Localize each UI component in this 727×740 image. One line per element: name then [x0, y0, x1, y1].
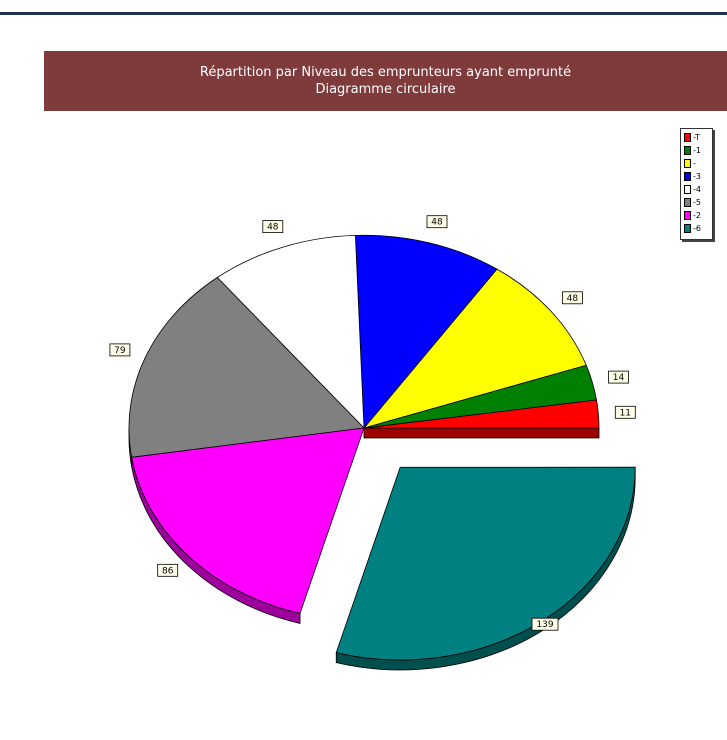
- legend-label: -6: [693, 224, 701, 233]
- legend-swatch: [684, 146, 691, 155]
- legend-swatch: [684, 198, 691, 207]
- chart-title-banner: Répartition par Niveau des emprunteurs a…: [44, 51, 727, 111]
- legend-label: -: [693, 159, 696, 168]
- legend-label: -2: [693, 211, 701, 220]
- legend-label: -T: [693, 133, 701, 142]
- value-label-2: 86: [157, 563, 179, 577]
- value-label-box: [608, 370, 629, 384]
- pie-slice-5: [128, 276, 365, 458]
- value-label-text: 11: [620, 408, 631, 418]
- value-label-text: 139: [536, 620, 553, 630]
- legend-swatch: [684, 172, 691, 181]
- top-rule: [0, 12, 727, 15]
- chart-legend: -T -1 - -3 -4 -5 -2 -6: [680, 128, 713, 240]
- value-label-box: [109, 343, 131, 357]
- slice-side-t: [363, 427, 600, 439]
- legend-label: -4: [693, 185, 701, 194]
- value-label-3: 48: [426, 215, 448, 229]
- legend-item-2: -2: [684, 209, 712, 222]
- pie-slice-2: [131, 427, 365, 614]
- value-label-text: 48: [567, 294, 579, 304]
- value-label-text: 14: [613, 373, 625, 383]
- value-label-6: 139: [531, 617, 559, 631]
- value-label-box: [426, 215, 448, 229]
- value-label-text: 79: [114, 346, 126, 356]
- legend-label: -1: [693, 146, 701, 155]
- chart-title: Répartition par Niveau des emprunteurs a…: [199, 65, 572, 80]
- pie-slice-3: [354, 234, 498, 430]
- legend-swatch: [684, 224, 691, 233]
- chart-subtitle: Diagramme circulaire: [315, 82, 456, 97]
- value-label-box: [531, 617, 559, 631]
- legend-item-4: -4: [684, 183, 712, 196]
- legend-item-5: -5: [684, 196, 712, 209]
- value-label-4: 48: [262, 220, 284, 234]
- value-label-dash: 48: [562, 291, 583, 305]
- value-label-text: 48: [267, 223, 279, 233]
- value-label-t: 11: [614, 405, 636, 419]
- pie-slice-4: [216, 234, 365, 430]
- legend-item-1: -1: [684, 144, 712, 157]
- value-label-1: 14: [608, 370, 629, 384]
- legend-swatch: [684, 159, 691, 168]
- legend-item-3: -3: [684, 170, 712, 183]
- legend-swatch: [684, 133, 691, 142]
- legend-swatch: [684, 185, 691, 194]
- legend-item-6: -6: [684, 222, 712, 235]
- value-label-text: 48: [431, 218, 443, 228]
- legend-item-dash: -: [684, 157, 712, 170]
- pie-slice-dash: [362, 268, 587, 429]
- legend-label: -5: [693, 198, 701, 207]
- legend-label: -3: [693, 172, 701, 181]
- value-label-box: [562, 291, 583, 305]
- value-label-box: [262, 220, 284, 234]
- legend-swatch: [684, 211, 691, 220]
- value-label-box: [614, 405, 636, 419]
- value-label-box: [157, 563, 179, 577]
- value-label-text: 86: [162, 566, 174, 576]
- value-label-5: 79: [109, 343, 131, 357]
- legend-item-t: -T: [684, 131, 712, 144]
- pie-slice-6: [335, 466, 636, 661]
